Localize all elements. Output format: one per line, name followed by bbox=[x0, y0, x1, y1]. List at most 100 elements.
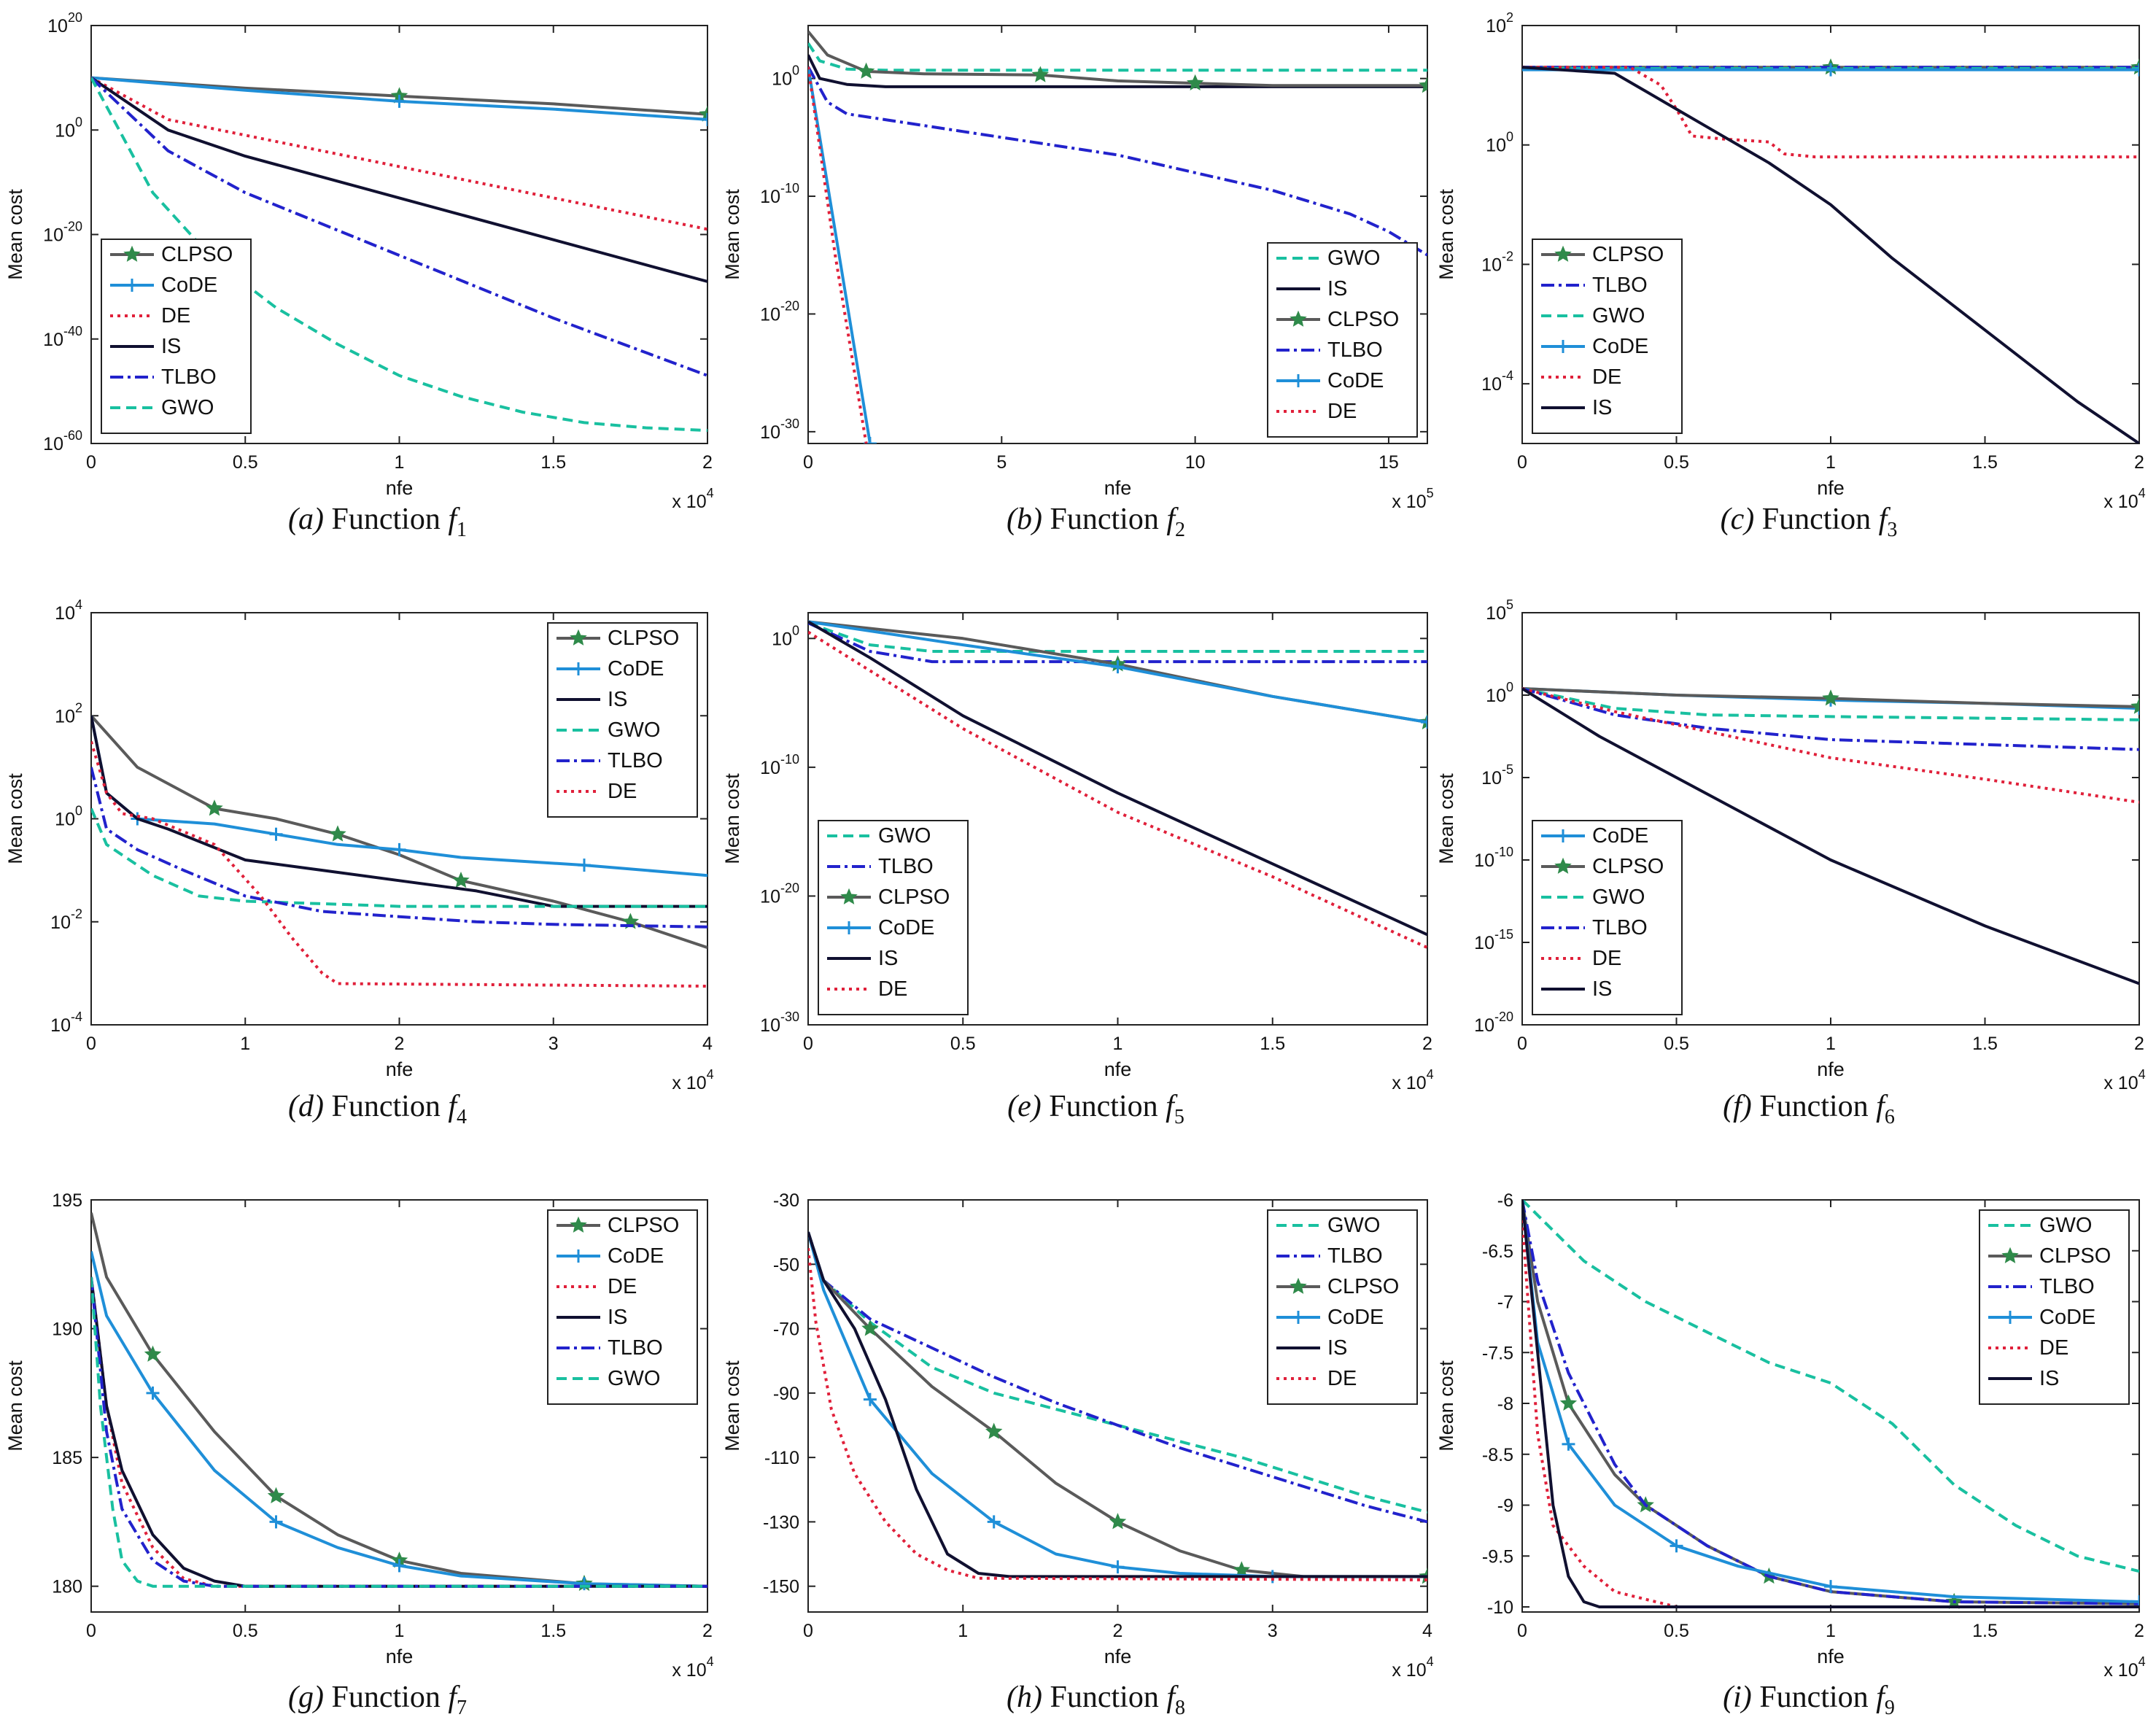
y-tick-label: 10-60 bbox=[43, 428, 82, 454]
x-tick-label: 2 bbox=[2134, 1621, 2144, 1641]
x-tick-label: 1.5 bbox=[1972, 1621, 1998, 1641]
y-axis-label: Mean cost bbox=[721, 1360, 743, 1452]
y-axis-label: Mean cost bbox=[4, 773, 26, 864]
data-point-clpso bbox=[1419, 76, 1427, 93]
legend-label-de: DE bbox=[161, 304, 190, 328]
legend-box bbox=[818, 820, 969, 1015]
data-point-code bbox=[2133, 702, 2139, 716]
chart-panel-6: 0 0.5 1 1.5 2 105 100 10-5 10-10 10-15 10-20 nfe Mea… bbox=[1435, 597, 2146, 1128]
y-tick-label: 10-4 bbox=[1481, 368, 1513, 395]
legend-marker-clpso bbox=[123, 245, 141, 262]
legend-label-clpso: CLPSO bbox=[1592, 243, 1664, 266]
legend-box bbox=[101, 239, 252, 434]
chart-caption: (g) Function f7 bbox=[288, 1681, 467, 1719]
y-tick-label: 10-20 bbox=[1474, 1010, 1513, 1036]
data-point-clpso bbox=[206, 799, 223, 816]
y-tick-label: -30 bbox=[773, 1190, 799, 1211]
y-axis-label: Mean cost bbox=[1435, 189, 1457, 280]
series-group bbox=[1522, 1200, 2139, 1609]
legend-label-clpso: CLPSO bbox=[1327, 308, 1399, 331]
legend-label-code: CoDE bbox=[608, 1244, 664, 1268]
x-tick-label: 2 bbox=[1113, 1621, 1123, 1641]
series-line-is bbox=[1522, 66, 2139, 443]
legend-label-code: CoDE bbox=[1327, 1306, 1384, 1329]
data-point-code bbox=[1824, 63, 1837, 77]
y-axis-label: Mean cost bbox=[721, 189, 743, 280]
x-axis-label: nfe bbox=[1104, 1058, 1132, 1080]
chart-caption: (a) Function f1 bbox=[288, 503, 467, 541]
series-line-de bbox=[1522, 687, 2139, 804]
y-tick-label: 100 bbox=[55, 115, 82, 141]
y-axis-label: Mean cost bbox=[4, 189, 26, 280]
legend-label-gwo: GWO bbox=[1592, 304, 1645, 328]
series-line-tlbo bbox=[808, 621, 1427, 664]
chart-panel-1: 0 0.5 1 1.5 2 1020 100 10-20 10-40 10-60 nfe Mean c… bbox=[4, 10, 714, 541]
data-point-code bbox=[987, 1515, 1001, 1529]
x-axis-label: nfe bbox=[386, 477, 414, 499]
x-tick-label: 1 bbox=[395, 452, 405, 473]
series-line-clpso bbox=[91, 714, 707, 949]
legend-label-is: IS bbox=[1327, 1336, 1347, 1360]
series-group bbox=[808, 30, 1427, 443]
legend-marker-clpso bbox=[1554, 245, 1572, 262]
series-line-is bbox=[1522, 1200, 2139, 1608]
y-axis-label: Mean cost bbox=[721, 773, 743, 864]
legend-label-code: CoDE bbox=[2039, 1306, 2095, 1329]
x-tick-label: 1 bbox=[1826, 452, 1836, 473]
legend: CoDE CLPSO GWO TLBO DE IS bbox=[1532, 820, 1683, 1015]
data-point-clpso bbox=[452, 872, 470, 888]
series-line-tlbo bbox=[808, 1231, 1427, 1524]
y-tick-label: 10-30 bbox=[760, 416, 799, 443]
y-tick-label: 10-15 bbox=[1474, 927, 1513, 953]
y-tick-label: 100 bbox=[772, 623, 799, 649]
x-tick-label: 0 bbox=[86, 1034, 96, 1054]
x-tick-label: 1.5 bbox=[1260, 1034, 1285, 1054]
legend: CLPSO CoDE DE IS TLBO GWO bbox=[547, 1209, 698, 1405]
y-tick-label: -7.5 bbox=[1482, 1343, 1513, 1363]
chart-panel-5: 0 0.5 1 1.5 2 100 10-10 10-20 10-30 nfe Mean cost x… bbox=[721, 612, 1434, 1128]
x-tick-label: 2 bbox=[2134, 452, 2144, 473]
data-point-clpso bbox=[329, 825, 346, 842]
legend: GWO TLBO CLPSO CoDE IS DE bbox=[1267, 1209, 1418, 1405]
y-tick-label: -10 bbox=[1487, 1597, 1513, 1618]
x-axis-label: nfe bbox=[1817, 1058, 1845, 1080]
x-scale-label: x 104 bbox=[1392, 1067, 1433, 1093]
series-line-de bbox=[91, 1276, 707, 1588]
data-point-clpso bbox=[857, 62, 875, 79]
data-point-clpso bbox=[2130, 697, 2139, 714]
x-tick-label: 0.5 bbox=[1664, 1034, 1689, 1054]
y-tick-label: 104 bbox=[55, 597, 82, 624]
data-point-code bbox=[1111, 1560, 1125, 1574]
legend-label-code: CoDE bbox=[1327, 369, 1384, 392]
legend-box bbox=[1532, 820, 1683, 1015]
legend-marker-code bbox=[842, 921, 856, 934]
series-group bbox=[91, 1212, 707, 1592]
legend-label-de: DE bbox=[878, 977, 907, 1001]
x-tick-label: 0.5 bbox=[1664, 452, 1689, 473]
chart-caption: (d) Function f4 bbox=[288, 1090, 467, 1128]
legend-label-tlbo: TLBO bbox=[1327, 1244, 1383, 1268]
legend-marker-clpso bbox=[1554, 857, 1572, 874]
legend-label-is: IS bbox=[2039, 1367, 2059, 1390]
series-line-de bbox=[808, 1247, 1427, 1581]
legend-label-de: DE bbox=[1592, 947, 1621, 970]
x-tick-label: 2 bbox=[702, 452, 713, 473]
legend-label-code: CoDE bbox=[161, 274, 217, 297]
data-point-code bbox=[269, 827, 283, 841]
y-tick-label: 102 bbox=[55, 700, 82, 726]
legend-marker-clpso bbox=[840, 888, 858, 904]
y-axis-label: Mean cost bbox=[4, 1360, 26, 1452]
data-point-code bbox=[2133, 63, 2139, 77]
chart-caption: (e) Function f5 bbox=[1007, 1090, 1184, 1128]
y-tick-label: -8.5 bbox=[1482, 1445, 1513, 1465]
chart-panel-3: 0 0.5 1 1.5 2 102 100 10-2 10-4 nfe Mean cost x 104… bbox=[1435, 10, 2146, 541]
y-tick-label: -70 bbox=[773, 1320, 799, 1340]
data-point-clpso bbox=[1186, 74, 1204, 91]
series-group bbox=[1522, 58, 2139, 443]
chart-panel-2: 0 5 10 15 100 10-10 10-20 10-30 nfe Mean cost x 10… bbox=[721, 25, 1434, 541]
data-point-code bbox=[269, 1515, 283, 1529]
legend-label-is: IS bbox=[1592, 396, 1612, 419]
data-point-code bbox=[701, 112, 707, 126]
series-line-de bbox=[808, 630, 1427, 949]
legend-label-is: IS bbox=[1327, 277, 1347, 301]
